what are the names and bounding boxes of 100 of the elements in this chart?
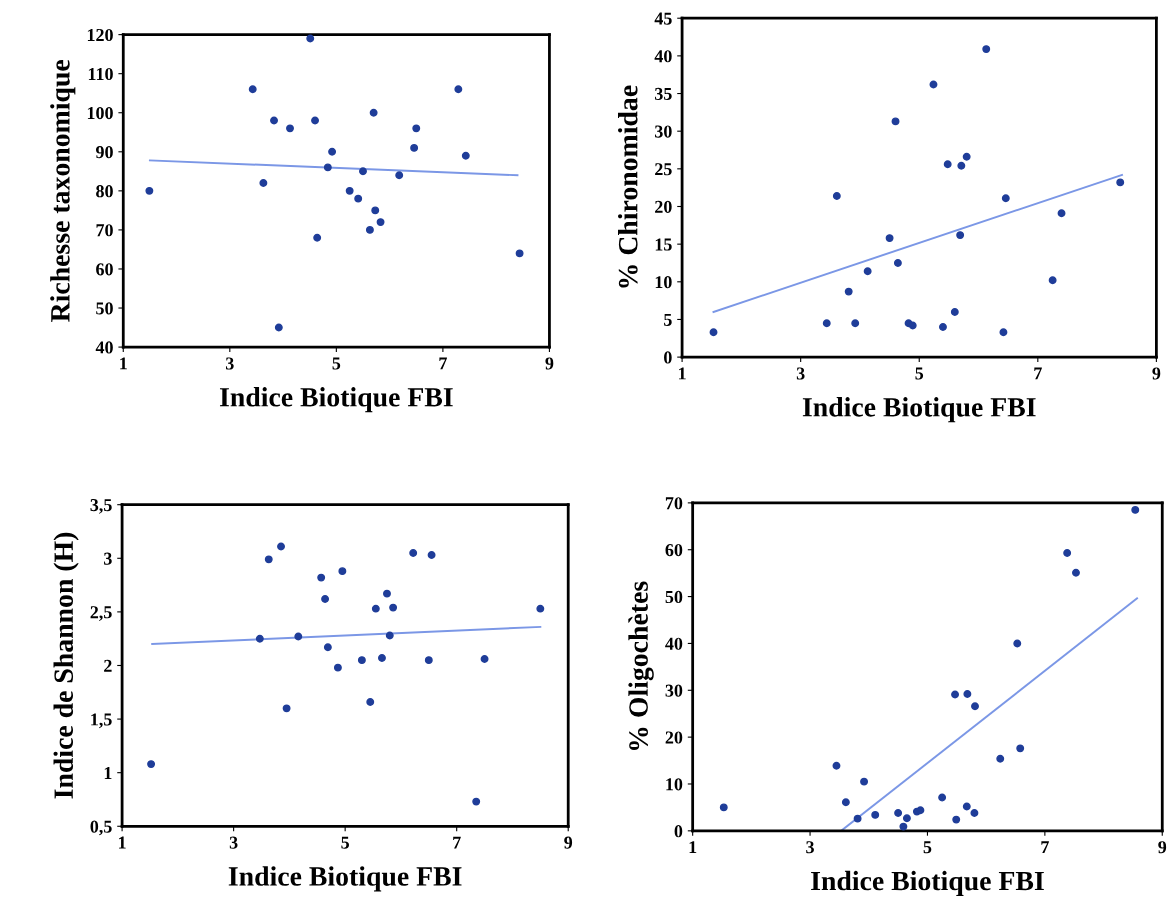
x-tick-label: 3 (229, 836, 238, 849)
point (853, 814, 862, 823)
y-tick-label: 3 (104, 552, 112, 565)
y-tick-label: 90 (95, 146, 113, 159)
point (1057, 209, 1066, 218)
point (424, 656, 433, 665)
point (982, 45, 991, 54)
point (371, 604, 380, 613)
point (369, 108, 378, 117)
point (957, 161, 966, 170)
point (822, 319, 831, 328)
point (951, 690, 960, 699)
point (709, 328, 718, 337)
y-axis-title: Richesse taxonomique (50, 60, 76, 322)
y-tick-label: 60 (665, 543, 683, 557)
y-tick-label: 10 (666, 778, 683, 791)
y-tick-label: 0,5 (90, 820, 112, 836)
point (338, 567, 347, 576)
y-tick-label: 100 (87, 106, 113, 120)
point (389, 603, 398, 612)
x-tick-label: 1 (119, 836, 126, 849)
point (427, 551, 436, 560)
point (902, 814, 911, 823)
point (371, 206, 380, 215)
point (1131, 505, 1140, 514)
y-tick-label: 15 (655, 238, 672, 251)
x-tick-label: 9 (564, 836, 573, 849)
x-axis-title: Indice Biotique FBI (219, 387, 453, 413)
y-tick-label: 120 (87, 28, 113, 42)
point (248, 85, 257, 94)
x-tick-label: 1 (120, 357, 127, 370)
y-tick-label: 40 (95, 341, 113, 354)
point (916, 806, 925, 815)
point (354, 194, 363, 203)
point (971, 702, 979, 711)
y-axis-title: Indice de Shannon (H) (53, 532, 79, 799)
point (1048, 276, 1057, 285)
point (328, 147, 337, 156)
y-tick-label: 50 (96, 302, 113, 315)
point (999, 328, 1008, 337)
x-tick-label: 3 (225, 357, 234, 370)
point (333, 663, 342, 672)
point (359, 167, 367, 176)
point (345, 186, 354, 195)
point (385, 631, 394, 640)
point (893, 259, 902, 267)
x-tick-label: 9 (545, 357, 554, 370)
point (515, 249, 524, 258)
point (410, 143, 419, 152)
point (863, 267, 872, 276)
y-tick-label: 80 (96, 185, 113, 198)
point (962, 802, 971, 811)
y-tick-label: 45 (654, 12, 672, 25)
x-tick-label: 5 (923, 841, 932, 854)
point (282, 704, 291, 713)
point (929, 80, 938, 89)
x-axis-title: Indice Biotique FBI (228, 866, 462, 892)
point (323, 643, 332, 652)
y-tick-label: 2,5 (90, 606, 112, 621)
point (472, 797, 481, 806)
point (409, 548, 418, 557)
y-tick-label: 70 (96, 224, 113, 237)
y-tick-label: 30 (665, 684, 683, 697)
point (317, 573, 326, 582)
point (357, 656, 366, 665)
point (719, 803, 728, 812)
point (1072, 568, 1080, 577)
point (996, 754, 1005, 763)
point (943, 160, 952, 169)
x-tick-label: 5 (915, 367, 924, 380)
x-tick-label: 9 (1158, 841, 1167, 854)
y-tick-label: 20 (655, 200, 672, 213)
point (970, 809, 979, 817)
point (461, 151, 470, 160)
y-tick-label: 5 (664, 313, 672, 326)
x-tick-label: 3 (806, 841, 814, 854)
y-tick-label: 1,5 (91, 713, 112, 729)
point (270, 116, 278, 125)
point (963, 690, 972, 698)
y-tick-label: 35 (655, 87, 672, 100)
point (412, 124, 421, 133)
point (832, 761, 841, 770)
point (908, 321, 917, 330)
point (871, 810, 880, 819)
point (264, 555, 273, 564)
point (145, 186, 154, 195)
x-tick-label: 5 (341, 836, 350, 849)
point (365, 225, 374, 234)
point (962, 152, 971, 161)
point (480, 655, 489, 664)
point (1013, 639, 1022, 648)
x-tick-label: 3 (796, 367, 805, 380)
point (286, 124, 294, 133)
x-tick-label: 7 (453, 836, 461, 849)
y-tick-label: 110 (88, 67, 113, 81)
point (311, 116, 319, 125)
point (1116, 178, 1125, 187)
point (1016, 744, 1025, 753)
y-axis-title: % Chironomidae (618, 85, 638, 288)
point (1063, 549, 1072, 557)
